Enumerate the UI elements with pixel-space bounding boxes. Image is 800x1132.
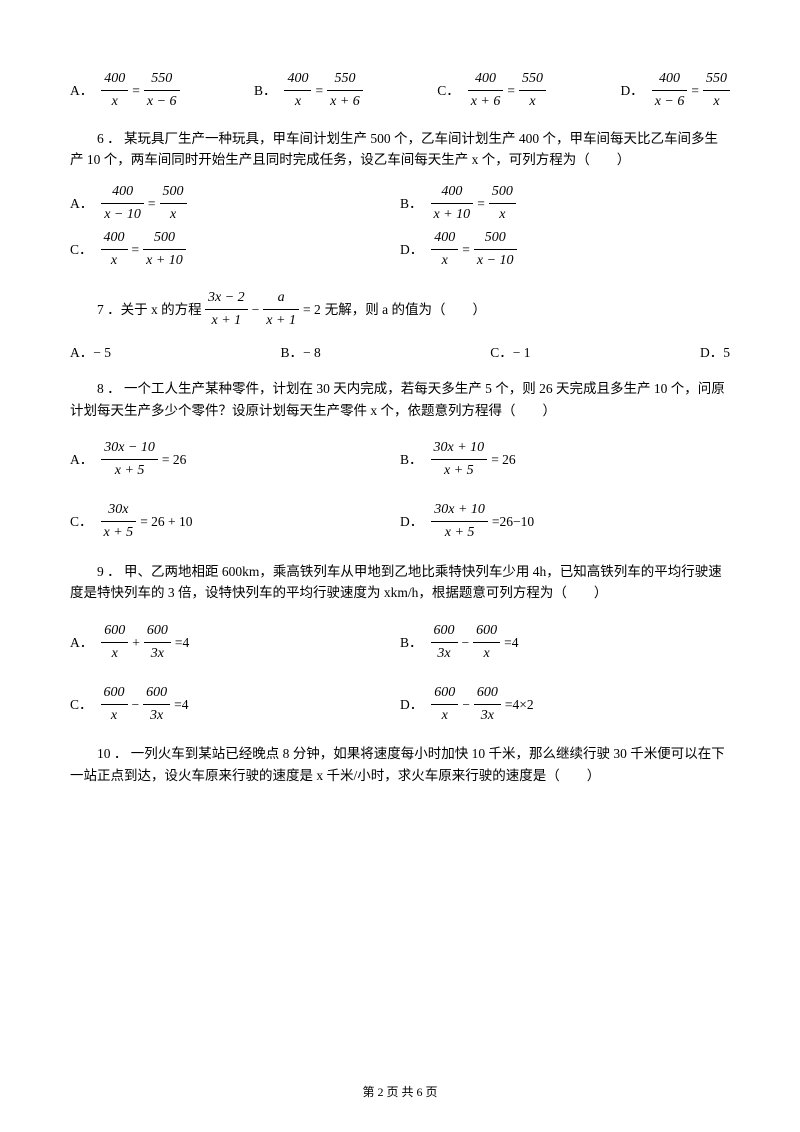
q8-opt-c: C．30xx + 5= 26 + 10 bbox=[70, 499, 400, 545]
q6-opt-b: B．400x + 10=500x bbox=[400, 181, 730, 227]
q7-opt-b: B．− 8 bbox=[281, 342, 321, 364]
q9-opt-c: C．600x−6003x=4 bbox=[70, 682, 400, 728]
opt-label: A． bbox=[70, 80, 93, 102]
opt-label: B． bbox=[254, 80, 277, 102]
q5-opt-c: C．400x + 6=550x bbox=[437, 68, 546, 114]
q7-opt-c: C．− 1 bbox=[490, 342, 530, 364]
q7-text: 7 ．关于 x 的方程 3x − 2x + 1 − ax + 1 = 2 无解，… bbox=[70, 287, 730, 333]
q6-options: A．400x − 10=500x B．400x + 10=500x C．400x… bbox=[70, 181, 730, 273]
q8-opt-d: D．30x + 10x + 5=26−10 bbox=[400, 499, 730, 545]
q9-text: 9 ． 甲、乙两地相距 600km，乘高铁列车从甲地到乙地比乘特快列车少用 4h… bbox=[70, 561, 730, 604]
q8-opt-a: A．30x − 10x + 5= 26 bbox=[70, 437, 400, 483]
q9-opt-d: D．600x−6003x=4×2 bbox=[400, 682, 730, 728]
q5-opt-a: A．400x=550x − 6 bbox=[70, 68, 180, 114]
opt-label: C． bbox=[437, 80, 460, 102]
q5-opt-d: D．400x − 6=550x bbox=[620, 68, 730, 114]
q7-opt-a: A．− 5 bbox=[70, 342, 111, 364]
q6-opt-a: A．400x − 10=500x bbox=[70, 181, 400, 227]
q9-opt-b: B．6003x−600x=4 bbox=[400, 620, 730, 666]
q7-options: A．− 5 B．− 8 C．− 1 D．5 bbox=[70, 342, 730, 364]
q9-options: A．600x+6003x=4 B．6003x−600x=4 C．600x−600… bbox=[70, 620, 730, 728]
q10-text: 10 ． 一列火车到某站已经晚点 8 分钟，如果将速度每小时加快 10 千米，那… bbox=[70, 743, 730, 786]
q9-opt-a: A．600x+6003x=4 bbox=[70, 620, 400, 666]
page-footer: 第 2 页 共 6 页 bbox=[0, 1083, 800, 1102]
q6-opt-c: C．400x=500x + 10 bbox=[70, 227, 400, 273]
q8-options: A．30x − 10x + 5= 26 B．30x + 10x + 5= 26 … bbox=[70, 437, 730, 545]
q6-opt-d: D．400x=500x − 10 bbox=[400, 227, 730, 273]
q7-opt-d: D．5 bbox=[700, 342, 730, 364]
q5-options: A．400x=550x − 6 B．400x=550x + 6 C．400x +… bbox=[70, 68, 730, 114]
q8-opt-b: B．30x + 10x + 5= 26 bbox=[400, 437, 730, 483]
q8-text: 8 ． 一个工人生产某种零件，计划在 30 天内完成，若每天多生产 5 个，则 … bbox=[70, 378, 730, 421]
opt-label: D． bbox=[620, 80, 643, 102]
q5-opt-b: B．400x=550x + 6 bbox=[254, 68, 363, 114]
q6-text: 6 ． 某玩具厂生产一种玩具，甲车间计划生产 500 个，乙车间计划生产 400… bbox=[70, 128, 730, 171]
